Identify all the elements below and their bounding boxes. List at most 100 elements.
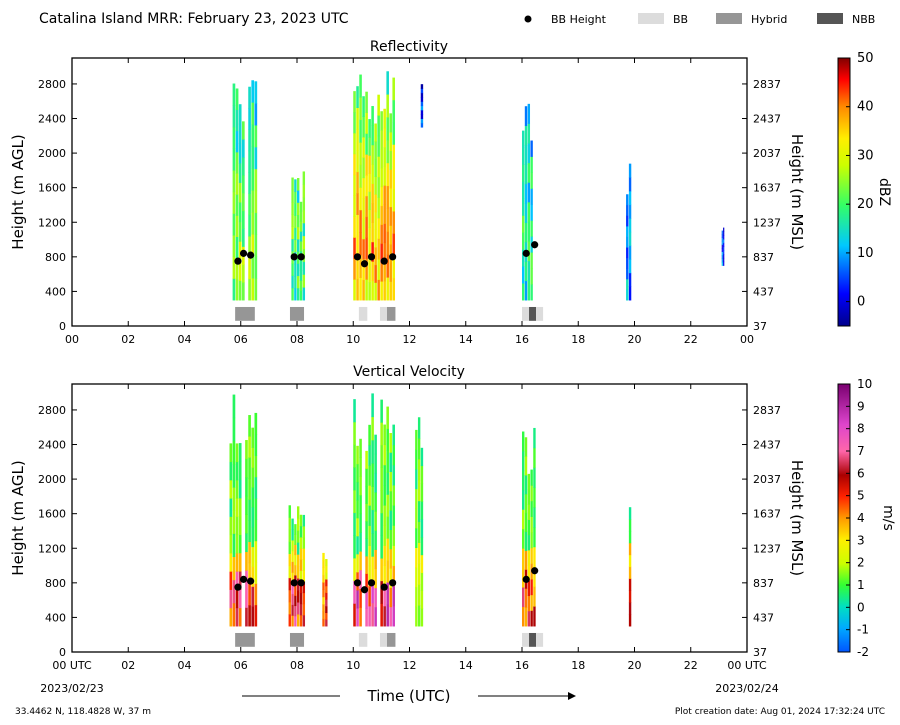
echo-cell [533, 467, 536, 488]
echo-cell [248, 583, 251, 606]
echo-cell [245, 495, 248, 515]
echo-cell [383, 185, 386, 205]
bb-height-point [290, 579, 298, 587]
echo-cell [302, 614, 306, 627]
echo-cell [356, 535, 359, 555]
echo-cell [365, 112, 368, 134]
y-tick-label-right: 1637 [753, 508, 781, 521]
echo-cell [380, 490, 383, 514]
echo-cell [389, 452, 392, 473]
echo-cell [238, 162, 242, 183]
echo-cell [238, 221, 242, 242]
echo-cell [359, 588, 362, 608]
echo-cell [524, 531, 528, 551]
echo-cell [232, 256, 236, 279]
echo-cell [242, 192, 245, 212]
echo-cell [294, 595, 297, 607]
echo-cell [362, 279, 365, 301]
echo-cell [238, 589, 242, 609]
echo-cell [353, 512, 356, 536]
x-tick-label: 02 [121, 659, 135, 672]
echo-cell [297, 214, 300, 228]
echo-cell [353, 279, 356, 301]
echo-cell [392, 77, 395, 101]
y-tick-label-right: 2037 [753, 147, 781, 160]
echo-cell [229, 443, 233, 463]
y-tick-label: 0 [59, 646, 66, 659]
echo-cell [302, 581, 306, 594]
echo-cell [368, 605, 371, 627]
echo-cell [383, 585, 386, 607]
echo-cell [371, 463, 374, 487]
echo-cell [628, 554, 632, 568]
echo-cell [524, 183, 528, 204]
echo-cell [530, 140, 533, 157]
echo-cell [365, 520, 368, 539]
echo-column [232, 80, 258, 301]
echo-cell [420, 101, 424, 107]
echo-cell [248, 436, 251, 458]
echo-cell [291, 561, 294, 573]
echo-cell [365, 195, 368, 218]
echo-cell [288, 601, 291, 615]
echo-cell [325, 599, 328, 607]
echo-cell [291, 572, 294, 584]
echo-cell [522, 548, 525, 569]
echo-cell [628, 542, 632, 556]
echo-cell [371, 222, 374, 243]
echo-cell [530, 485, 533, 502]
echo-cell [365, 591, 368, 609]
echo-cell [353, 216, 356, 238]
echo-cell [238, 123, 242, 144]
echo-cell [297, 263, 300, 277]
echo-cell [389, 471, 392, 492]
bb-height-point [234, 583, 242, 591]
echo-cell [386, 231, 389, 255]
y-tick-label-right: 1637 [753, 182, 781, 195]
echo-cell [392, 255, 395, 279]
echo-cell [353, 580, 356, 604]
echo-cell [380, 111, 383, 131]
echo-cell [288, 505, 291, 518]
echo-cell [235, 498, 239, 517]
echo-cell [368, 585, 371, 607]
echo-cell [524, 222, 528, 243]
echo-cell [288, 553, 291, 567]
echo-cell [245, 607, 248, 627]
bb-height-point [297, 579, 305, 587]
echo-cell [302, 235, 306, 250]
echo-cell [251, 80, 255, 103]
echo-cell [291, 529, 294, 541]
echo-cell [248, 214, 251, 237]
echo-cell [294, 275, 297, 289]
echo-cell [299, 211, 303, 222]
echo-cell [365, 91, 368, 113]
echo-cell [389, 548, 392, 569]
bb-height-point [531, 241, 539, 249]
echo-cell [524, 106, 528, 126]
echo-cell [524, 456, 528, 476]
echo-cell [417, 438, 421, 460]
echo-cell [322, 582, 325, 590]
echo-cell [356, 517, 359, 537]
echo-cell [254, 519, 258, 542]
echo-cell [527, 595, 531, 612]
echo-cell [533, 586, 536, 607]
y-tick-label-right: 1237 [753, 216, 781, 229]
echo-cell [371, 416, 374, 441]
echo-cell [533, 606, 536, 627]
echo-cell [248, 415, 251, 437]
echo-cell [353, 91, 356, 113]
echo-cell [533, 487, 536, 508]
colorbar-tick-label: 10 [857, 377, 872, 391]
echo-cell [374, 282, 377, 301]
echo-cell [374, 158, 377, 177]
echo-cell [322, 574, 325, 583]
echo-cell [251, 124, 255, 147]
echo-cell [721, 255, 723, 259]
x-tick-label: 00 [740, 333, 754, 346]
echo-cell [415, 527, 418, 548]
echo-cell [420, 118, 424, 124]
echo-cell [302, 559, 306, 571]
echo-cell [297, 542, 300, 555]
